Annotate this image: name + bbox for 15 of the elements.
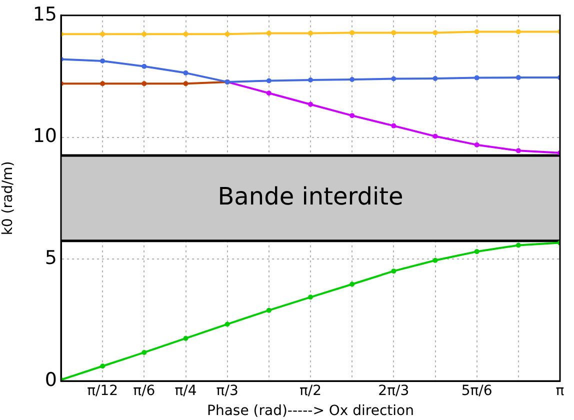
x-tick-label: 2π/3: [378, 383, 410, 400]
x-tick-label: 5π/6: [461, 383, 492, 400]
x-tick-label: π: [556, 383, 565, 400]
x-tick-label: π/12: [87, 383, 118, 400]
y-axis-title: k0 (rad/m): [0, 161, 16, 236]
x-tick-label: π/6: [133, 383, 156, 400]
y-tick-label: 10: [32, 125, 57, 148]
y-tick-label: 5: [44, 247, 57, 270]
x-tick-label: π/2: [299, 383, 322, 400]
band-label: Bande interdite: [218, 182, 404, 210]
y-tick-label: 15: [32, 3, 57, 26]
x-axis-title: Phase (rad)-----> Ox direction: [207, 403, 414, 420]
x-tick-label: π/4: [174, 383, 197, 400]
x-tick-label: π/3: [216, 383, 238, 400]
y-tick-label: 0: [44, 368, 57, 391]
